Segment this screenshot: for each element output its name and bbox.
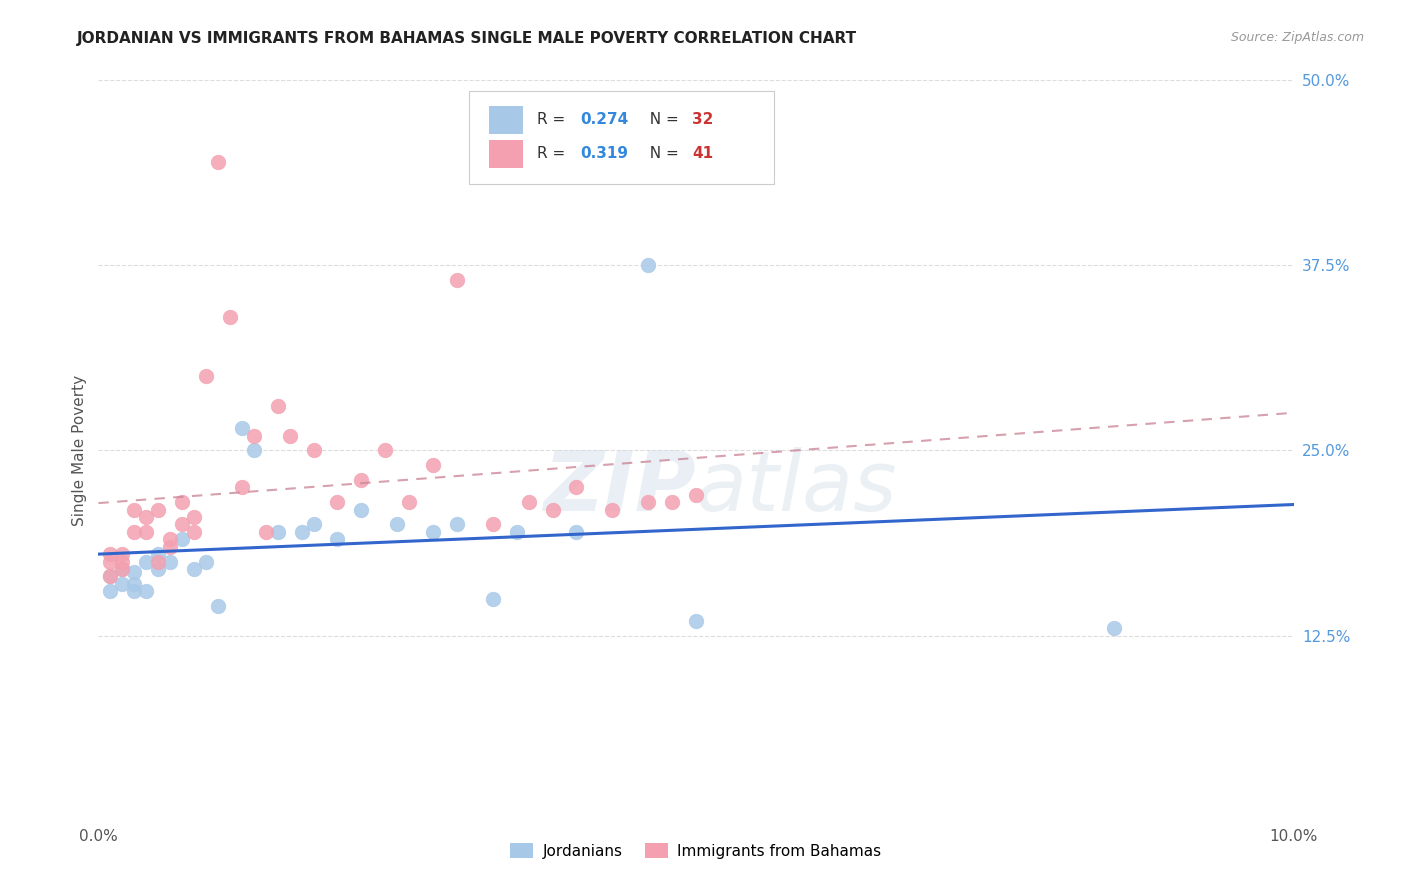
Text: JORDANIAN VS IMMIGRANTS FROM BAHAMAS SINGLE MALE POVERTY CORRELATION CHART: JORDANIAN VS IMMIGRANTS FROM BAHAMAS SIN… xyxy=(77,31,858,46)
Point xyxy=(135,584,157,599)
Text: 0.319: 0.319 xyxy=(581,146,628,161)
Point xyxy=(385,517,409,532)
Point xyxy=(231,421,253,435)
Point xyxy=(350,502,373,516)
Point xyxy=(565,524,588,539)
Point xyxy=(135,510,157,524)
Point xyxy=(207,599,229,613)
Point xyxy=(661,495,683,509)
Text: R =: R = xyxy=(537,146,571,161)
Point xyxy=(685,614,707,628)
Bar xyxy=(489,106,523,135)
Point xyxy=(159,540,181,554)
Point xyxy=(159,533,181,547)
Point xyxy=(506,524,529,539)
Point xyxy=(159,555,181,569)
Point xyxy=(135,555,157,569)
Point xyxy=(291,524,314,539)
Point xyxy=(124,584,146,599)
Point xyxy=(422,458,444,473)
Point xyxy=(148,502,170,516)
Point xyxy=(172,533,194,547)
Point xyxy=(482,517,505,532)
Point xyxy=(195,555,218,569)
Point xyxy=(172,517,194,532)
Point xyxy=(243,443,266,458)
Point xyxy=(637,259,659,273)
Point xyxy=(148,547,170,561)
Point xyxy=(243,428,266,442)
Point xyxy=(1104,621,1126,635)
Point xyxy=(219,310,242,325)
Text: R =: R = xyxy=(537,112,571,127)
Point xyxy=(135,524,157,539)
Point xyxy=(254,524,277,539)
Point xyxy=(685,488,707,502)
Text: ZIP: ZIP xyxy=(543,447,696,528)
Point xyxy=(183,510,205,524)
Point xyxy=(374,443,396,458)
Point xyxy=(422,524,444,539)
Point xyxy=(207,154,229,169)
Point xyxy=(267,399,290,413)
Point xyxy=(482,591,505,606)
Text: atlas: atlas xyxy=(696,447,897,528)
Text: N =: N = xyxy=(640,146,683,161)
Text: 0.274: 0.274 xyxy=(581,112,628,127)
Point xyxy=(124,524,146,539)
Point xyxy=(98,569,122,583)
Point xyxy=(350,473,373,487)
Point xyxy=(111,547,134,561)
Point xyxy=(267,524,290,539)
Point xyxy=(565,480,588,494)
Point xyxy=(124,502,146,516)
Text: Source: ZipAtlas.com: Source: ZipAtlas.com xyxy=(1230,31,1364,45)
FancyBboxPatch shape xyxy=(470,91,773,184)
Point xyxy=(278,428,301,442)
Point xyxy=(172,495,194,509)
Point xyxy=(183,562,205,576)
Point xyxy=(398,495,420,509)
Point xyxy=(98,547,122,561)
Point xyxy=(98,569,122,583)
Text: 41: 41 xyxy=(692,146,713,161)
Bar xyxy=(489,140,523,169)
Legend: Jordanians, Immigrants from Bahamas: Jordanians, Immigrants from Bahamas xyxy=(505,837,887,865)
Point xyxy=(98,584,122,599)
Point xyxy=(602,502,624,516)
Y-axis label: Single Male Poverty: Single Male Poverty xyxy=(72,375,87,526)
Point xyxy=(637,495,659,509)
Point xyxy=(148,555,170,569)
Point xyxy=(302,443,325,458)
Text: 32: 32 xyxy=(692,112,714,127)
Point xyxy=(195,369,218,384)
Point xyxy=(446,273,468,287)
Point xyxy=(446,517,468,532)
Point xyxy=(111,576,134,591)
Point xyxy=(111,555,134,569)
Point xyxy=(517,495,540,509)
Point xyxy=(326,495,349,509)
Point xyxy=(124,576,146,591)
Text: N =: N = xyxy=(640,112,683,127)
Point xyxy=(302,517,325,532)
Point xyxy=(541,502,564,516)
Point xyxy=(183,524,205,539)
Point xyxy=(231,480,253,494)
Point xyxy=(148,562,170,576)
Point xyxy=(98,555,122,569)
Point xyxy=(124,565,146,579)
Point xyxy=(111,562,134,576)
Point xyxy=(326,533,349,547)
Point xyxy=(111,562,134,576)
